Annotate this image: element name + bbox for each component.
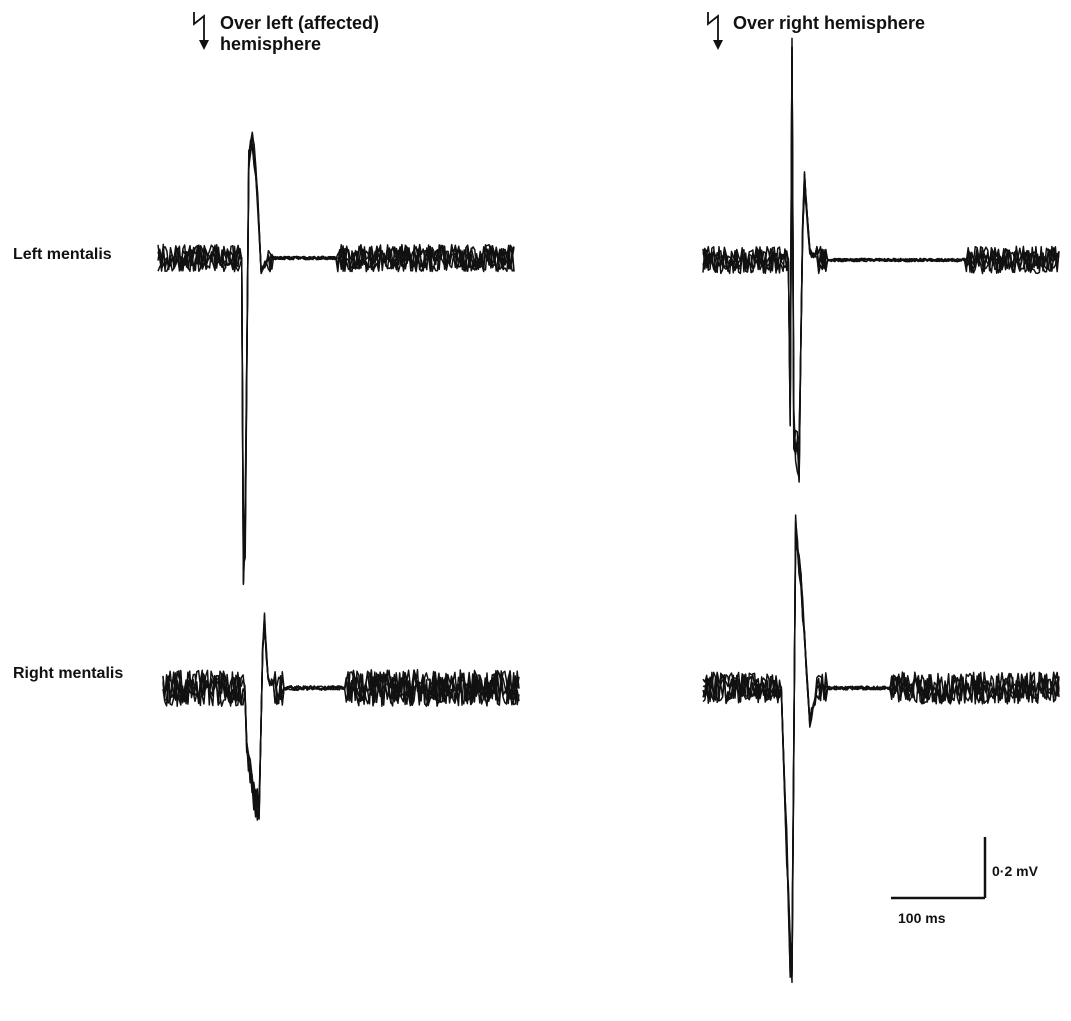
emg-trace-panel4-sweep1 bbox=[702, 545, 1060, 976]
emg-trace-panel4-sweep4 bbox=[702, 520, 1060, 972]
emg-trace-panel2-sweep1 bbox=[162, 623, 520, 821]
column-title-left-line2: hemisphere bbox=[220, 34, 322, 54]
emg-trace-panel2-sweep5 bbox=[162, 624, 520, 819]
emg-trace-panel2-sweep2 bbox=[162, 615, 520, 818]
emg-trace-panel1-sweep5 bbox=[157, 137, 515, 568]
column-title-right-line1: Over right hemisphere bbox=[733, 13, 926, 33]
scale-bar bbox=[891, 837, 987, 900]
emg-trace-panel3-sweep4 bbox=[702, 80, 1060, 456]
emg-trace-panel3-sweep5 bbox=[702, 37, 1060, 483]
stimulus-bolt-icon-left bbox=[193, 12, 209, 50]
scale-time-label: 100 ms bbox=[898, 910, 946, 926]
stimulus-bolt-icon-right bbox=[707, 12, 723, 50]
emg-trace-panel1-sweep4 bbox=[157, 144, 515, 566]
emg-trace-panel4-sweep2 bbox=[702, 514, 1060, 984]
emg-trace-panel1-sweep2 bbox=[157, 131, 515, 542]
row-label-right-mentalis: Right mentalis bbox=[13, 665, 124, 682]
emg-trace-panel2-sweep4 bbox=[162, 612, 520, 818]
emg-trace-panel4-sweep3 bbox=[702, 529, 1060, 978]
scale-voltage-label: 0·2 mV bbox=[992, 863, 1038, 879]
emg-trace-panel1-sweep3 bbox=[157, 139, 515, 586]
column-title-left: Over left (affected) hemisphere bbox=[220, 13, 379, 55]
column-title-left-line1: Over left (affected) bbox=[220, 13, 380, 33]
emg-trace-panel2-sweep3 bbox=[162, 630, 520, 820]
emg-trace-panel4-sweep5 bbox=[702, 532, 1060, 954]
row-label-left-mentalis: Left mentalis bbox=[13, 246, 112, 263]
emg-trace-panel1-sweep1 bbox=[157, 143, 515, 584]
column-title-right: Over right hemisphere bbox=[733, 13, 925, 34]
